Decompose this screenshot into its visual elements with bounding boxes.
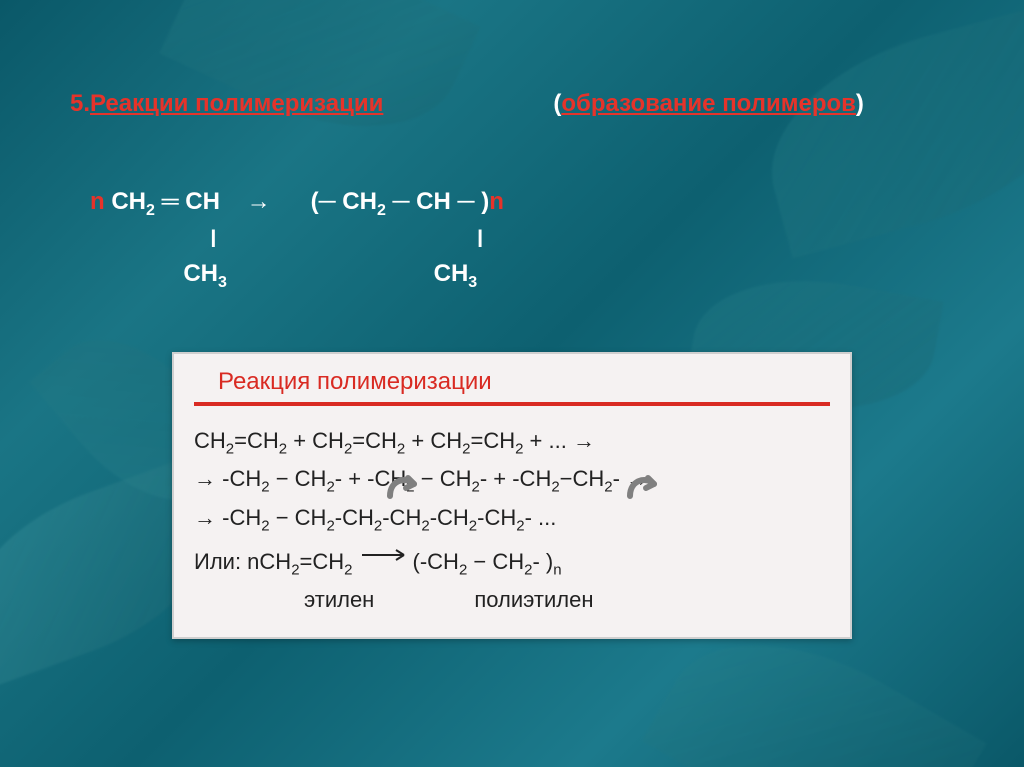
coef-n: n xyxy=(90,188,105,215)
reaction-line-2: → -CH2 − CH2- + -CH2 − CH2- + -CH2−CH2- … xyxy=(194,462,830,499)
reaction-line-3: → -CH2 − CH2-CH2-CH2-CH2-CH2- ... xyxy=(194,501,830,538)
reaction-line-1: CH2=CH2 + CH2=CH2 + CH2=CH2 + ... → xyxy=(194,424,830,461)
equation-row-1: n CH2 ═ CH → (─ CH2 ─ CH ─ )n xyxy=(90,188,954,220)
panel-title: Реакция полимеризации xyxy=(218,368,830,396)
heading-subtitle: образование полимеров xyxy=(561,90,856,117)
reaction-line-4: Или: nCH2=CH2 (-CH2 − CH2- )n xyxy=(194,540,830,582)
reaction-panel: Реакция полимеризации CH2=CH2 + CH2=CH2 … xyxy=(172,352,852,640)
panel-rule xyxy=(194,402,830,406)
propene-equation: n CH2 ═ CH → (─ CH2 ─ CH ─ )n ǀ ǀ CH3 CH… xyxy=(90,188,954,292)
reaction-line-5: этилен полиэтилен xyxy=(194,583,830,617)
equation-row-3: CH3 CH3 xyxy=(90,260,954,292)
panel-body: CH2=CH2 + CH2=CH2 + CH2=CH2 + ... → → -C… xyxy=(194,424,830,618)
heading-paren-close: ) xyxy=(856,90,864,117)
heading-number: 5. xyxy=(70,90,90,117)
arrow-icon xyxy=(360,547,412,563)
slide-heading: 5.Реакции полимеризации(образование поли… xyxy=(70,90,954,118)
label-ethylene: этилен xyxy=(304,587,374,612)
label-polyethylene: полиэтилен xyxy=(474,587,593,612)
equation-row-2: ǀ ǀ xyxy=(90,226,954,254)
coef-n: n xyxy=(489,188,504,215)
heading-title: Реакции полимеризации xyxy=(90,90,383,117)
slide: 5.Реакции полимеризации(образование поли… xyxy=(0,0,1024,767)
